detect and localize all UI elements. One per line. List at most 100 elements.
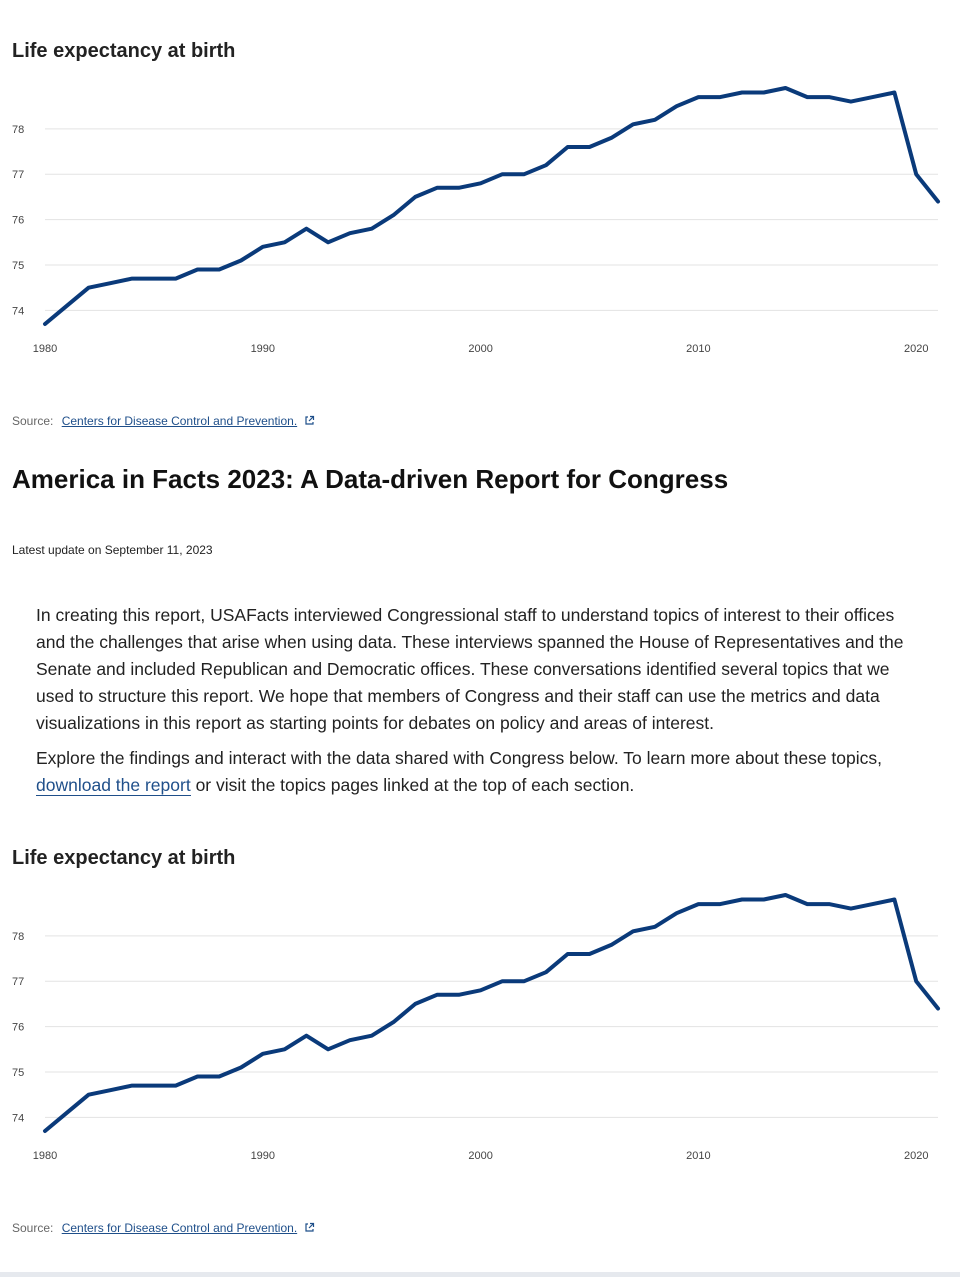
data-point-1980[interactable] [39,318,51,330]
data-point-2014[interactable] [780,889,792,901]
data-point-2010[interactable] [692,898,704,910]
data-point-2007[interactable] [627,925,639,937]
data-point-2004[interactable] [562,141,574,153]
data-point-2012[interactable] [736,894,748,906]
data-point-2017[interactable] [845,96,857,108]
data-point-1987[interactable] [191,1071,203,1083]
data-point-1995[interactable] [366,223,378,235]
data-point-1997[interactable] [409,191,421,203]
data-point-2011[interactable] [714,91,726,103]
external-link-icon[interactable] [304,415,315,426]
data-point-2008[interactable] [649,921,661,933]
data-point-1983[interactable] [104,1084,116,1096]
data-point-1999[interactable] [453,989,465,1001]
data-point-1998[interactable] [431,989,443,1001]
data-point-2002[interactable] [518,168,530,180]
data-point-1994[interactable] [344,227,356,239]
data-point-2008[interactable] [649,114,661,126]
data-point-1994[interactable] [344,1034,356,1046]
data-point-2016[interactable] [823,91,835,103]
data-point-2011[interactable] [714,898,726,910]
data-point-2005[interactable] [584,141,596,153]
data-point-2020[interactable] [910,975,922,987]
data-point-2009[interactable] [671,907,683,919]
data-point-2015[interactable] [801,91,813,103]
data-point-1981[interactable] [61,1107,73,1119]
data-point-1997[interactable] [409,998,421,1010]
data-point-2018[interactable] [867,898,879,910]
data-point-2010[interactable] [692,91,704,103]
data-point-1985[interactable] [148,1080,160,1092]
data-point-2019[interactable] [888,87,900,99]
data-point-1991[interactable] [279,236,291,248]
data-point-1983[interactable] [104,277,116,289]
data-point-2012[interactable] [736,87,748,99]
data-point-2003[interactable] [540,966,552,978]
y-tick-label: 78 [12,931,24,943]
data-point-2004[interactable] [562,948,574,960]
data-point-1989[interactable] [235,254,247,266]
data-point-1991[interactable] [279,1043,291,1055]
source-link[interactable]: Centers for Disease Control and Preventi… [61,414,298,428]
source-link[interactable]: Centers for Disease Control and Preventi… [61,1221,298,1235]
data-point-2015[interactable] [801,898,813,910]
data-point-1990[interactable] [257,241,269,253]
data-point-2018[interactable] [867,91,879,103]
y-tick-label: 76 [12,215,24,227]
data-point-2020[interactable] [910,168,922,180]
data-point-1986[interactable] [170,1080,182,1092]
chart-title: Life expectancy at birth [12,40,236,62]
intro-paragraph-1: In creating this report, USAFacts interv… [36,605,904,733]
data-point-1993[interactable] [322,236,334,248]
data-point-1988[interactable] [213,264,225,276]
data-point-1989[interactable] [235,1061,247,1073]
data-point-1999[interactable] [453,182,465,194]
data-point-1996[interactable] [387,209,399,221]
data-point-2000[interactable] [475,984,487,996]
data-point-1995[interactable] [366,1030,378,1042]
data-point-1984[interactable] [126,1080,138,1092]
source-line: Source: Centers for Disease Control and … [12,1221,315,1235]
data-point-2000[interactable] [475,177,487,189]
data-point-2013[interactable] [758,87,770,99]
data-point-2001[interactable] [496,168,508,180]
external-link-icon[interactable] [304,1222,315,1233]
data-point-2016[interactable] [823,898,835,910]
data-point-1992[interactable] [300,1030,312,1042]
data-point-1986[interactable] [170,273,182,285]
data-point-1996[interactable] [387,1016,399,1028]
data-point-2005[interactable] [584,948,596,960]
data-point-1992[interactable] [300,223,312,235]
data-point-2006[interactable] [605,939,617,951]
data-point-1982[interactable] [83,282,95,294]
data-point-1998[interactable] [431,182,443,194]
download-report-link[interactable]: download the report [36,775,191,796]
x-tick-label: 2000 [468,1150,492,1162]
data-point-1993[interactable] [322,1043,334,1055]
data-point-1985[interactable] [148,273,160,285]
data-point-2003[interactable] [540,159,552,171]
data-point-1981[interactable] [61,300,73,312]
series-line[interactable] [43,86,940,326]
data-point-2013[interactable] [758,894,770,906]
data-point-2021[interactable] [932,195,944,207]
y-tick-label: 76 [12,1022,24,1034]
y-tick-label: 74 [12,1112,24,1124]
data-point-1988[interactable] [213,1071,225,1083]
data-point-2019[interactable] [888,894,900,906]
data-point-2001[interactable] [496,975,508,987]
data-point-1990[interactable] [257,1048,269,1060]
data-point-2014[interactable] [780,82,792,94]
data-point-1982[interactable] [83,1089,95,1101]
data-point-2002[interactable] [518,975,530,987]
data-point-1980[interactable] [39,1125,51,1137]
data-point-2021[interactable] [932,1002,944,1014]
series-line[interactable] [43,893,940,1133]
data-point-2007[interactable] [627,118,639,130]
data-point-1987[interactable] [191,264,203,276]
data-point-2009[interactable] [671,100,683,112]
data-point-1984[interactable] [126,273,138,285]
data-point-2017[interactable] [845,903,857,915]
y-tick-label: 74 [12,305,24,317]
data-point-2006[interactable] [605,132,617,144]
